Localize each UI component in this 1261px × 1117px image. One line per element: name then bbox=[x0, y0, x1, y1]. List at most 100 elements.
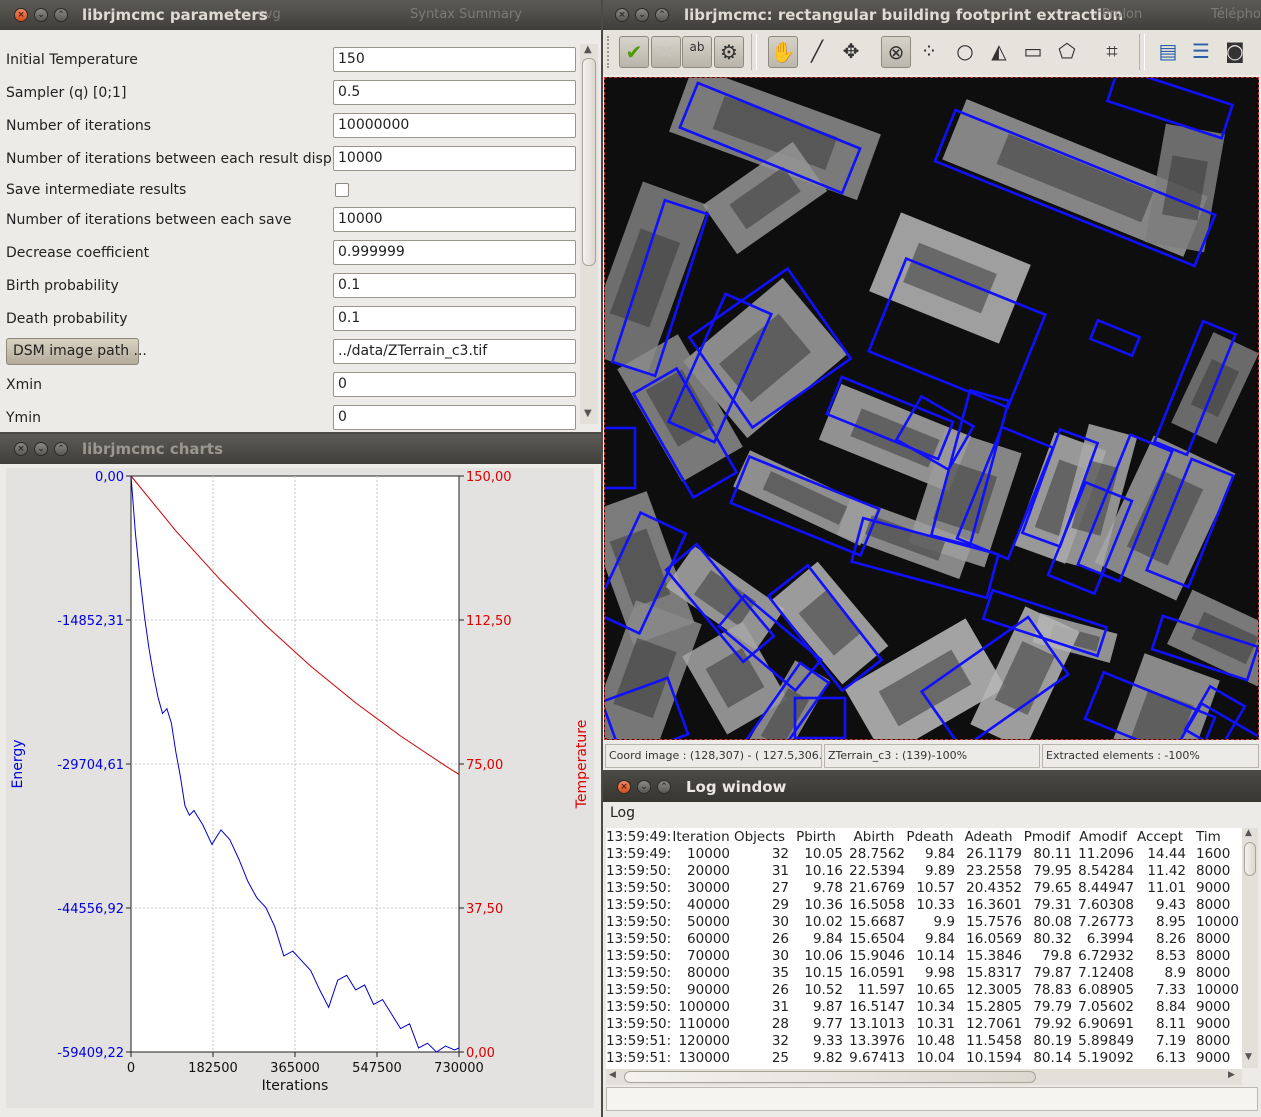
log-cell: 14.44 bbox=[1147, 846, 1186, 862]
log-header-cell: Pbirth bbox=[796, 829, 836, 845]
log-cell: 110000 bbox=[678, 1016, 730, 1032]
log-header-cell: Pdeath bbox=[906, 829, 954, 845]
minimize-button[interactable]: ⌄ bbox=[34, 442, 48, 456]
list-button[interactable]: ☰ bbox=[1186, 36, 1216, 68]
param-input[interactable]: 150 bbox=[333, 47, 576, 72]
mirror-button[interactable]: ◭ bbox=[984, 36, 1014, 68]
param-input[interactable]: 10000 bbox=[333, 146, 576, 171]
log-vscrollbar[interactable]: ▲ ▼ bbox=[1242, 828, 1258, 1068]
param-input[interactable]: 0 bbox=[333, 372, 576, 397]
extracted-footprint bbox=[1076, 432, 1174, 584]
pen-button[interactable]: ╱ bbox=[802, 36, 832, 68]
folder-button[interactable]: ▤ bbox=[1153, 36, 1183, 68]
param-input[interactable]: 0.5 bbox=[333, 80, 576, 105]
log-cell: 10.1594 bbox=[966, 1050, 1022, 1066]
param-row: Number of iterations between each result… bbox=[6, 146, 578, 172]
scroll-up-icon[interactable]: ▲ bbox=[584, 44, 592, 55]
zoom-reset-button[interactable]: ⊗ bbox=[881, 36, 911, 68]
param-input[interactable]: ../data/ZTerrain_c3.tif bbox=[333, 339, 576, 364]
log-cell: 15.7576 bbox=[966, 914, 1022, 930]
log-header-cell: 13:59:49: bbox=[606, 829, 672, 845]
maximize-button[interactable]: ⌃ bbox=[655, 8, 669, 22]
log-menu[interactable]: Log bbox=[610, 805, 636, 821]
log-cell: 15.8317 bbox=[966, 965, 1022, 981]
log-cell: 8000 bbox=[1196, 1033, 1231, 1049]
minimize-button[interactable]: ⌄ bbox=[34, 8, 48, 22]
log-cell: 13:59:50: bbox=[606, 1016, 672, 1032]
extracted-footprint bbox=[1105, 78, 1235, 140]
log-row: 13:59:50: 80000 35 10.15 16.0591 9.98 15.8317 7… bbox=[606, 965, 1242, 982]
param-input[interactable]: 0.999999 bbox=[333, 240, 576, 265]
cancel-button[interactable]: ✕ bbox=[651, 36, 681, 68]
minimize-button[interactable]: ⌄ bbox=[635, 8, 649, 22]
close-button[interactable]: × bbox=[14, 8, 28, 22]
rectangle-button[interactable]: ▭ bbox=[1018, 36, 1048, 68]
log-cell: 6.3994 bbox=[1086, 931, 1134, 947]
log-header-cell: Pmodif bbox=[1023, 829, 1071, 845]
log-row: 13:59:50: 30000 27 9.78 21.6769 10.57 20.4352 7… bbox=[606, 880, 1242, 897]
move-button[interactable]: ✥ bbox=[836, 36, 866, 68]
param-input[interactable]: 0 bbox=[333, 405, 576, 430]
rectangle-icon: ▭ bbox=[1023, 39, 1043, 63]
param-input[interactable]: 0.1 bbox=[333, 273, 576, 298]
params-scrollbar[interactable]: ▲ ▼ bbox=[580, 44, 598, 424]
image-canvas[interactable] bbox=[604, 77, 1259, 740]
maximize-button[interactable]: ⌃ bbox=[54, 8, 68, 22]
scroll-thumb[interactable] bbox=[582, 58, 596, 266]
log-cell: 32 bbox=[771, 846, 789, 862]
courtyard-shadow bbox=[760, 688, 810, 739]
log-cell: 130000 bbox=[678, 1050, 730, 1066]
maximize-button[interactable]: ⌃ bbox=[54, 442, 68, 456]
x-tick-label: 730000 bbox=[434, 1061, 484, 1076]
param-input[interactable]: 0.1 bbox=[333, 306, 576, 331]
param-row: Initial Temperature 150 bbox=[6, 47, 578, 73]
dsm-path-button[interactable]: DSM image path ... bbox=[6, 338, 147, 365]
log-row: 13:59:50: 60000 26 9.84 15.6504 9.84 16.0569 80… bbox=[606, 931, 1242, 948]
toolbar-separator bbox=[1139, 34, 1145, 70]
scroll-thumb[interactable] bbox=[624, 1071, 1036, 1083]
crop-button[interactable]: ⌗ bbox=[1097, 36, 1127, 68]
param-input[interactable]: 10000 bbox=[333, 207, 576, 232]
hand-button[interactable]: ✋ bbox=[768, 36, 798, 68]
maximize-button[interactable]: ⌃ bbox=[657, 780, 671, 794]
scroll-down-icon[interactable]: ▼ bbox=[584, 408, 592, 419]
param-input[interactable]: 10000000 bbox=[333, 113, 576, 138]
camera-button[interactable]: ◙ bbox=[1220, 36, 1250, 68]
log-cell: 28 bbox=[771, 1016, 789, 1032]
minimize-button[interactable]: ⌄ bbox=[637, 780, 651, 794]
x-axis-label: Iterations bbox=[262, 1078, 329, 1094]
close-button[interactable]: × bbox=[617, 780, 631, 794]
log-cell: 31 bbox=[771, 863, 789, 879]
log-cell: 10.04 bbox=[916, 1050, 955, 1066]
save-intermediate-checkbox[interactable] bbox=[335, 183, 349, 197]
scroll-down-icon[interactable]: ▼ bbox=[1245, 1052, 1252, 1062]
log-cell: 29 bbox=[771, 897, 789, 913]
log-input[interactable] bbox=[606, 1087, 1258, 1111]
log-hscrollbar[interactable]: ◀ ▶ bbox=[606, 1069, 1242, 1085]
scroll-right-icon[interactable]: ▶ bbox=[1228, 1070, 1235, 1080]
accept-button[interactable]: ✔ bbox=[619, 36, 649, 68]
scroll-thumb[interactable] bbox=[1244, 842, 1256, 876]
text-button[interactable]: ab bbox=[682, 36, 712, 68]
dots-button[interactable]: ⁘ bbox=[914, 36, 944, 68]
scroll-left-icon[interactable]: ◀ bbox=[609, 1070, 616, 1080]
close-button[interactable]: × bbox=[615, 8, 629, 22]
toolbar-separator bbox=[751, 34, 757, 70]
log-table: 13:59:49: Iteration Objects Pbirth Abirth Pde… bbox=[606, 828, 1242, 1070]
log-row: 13:59:50: 70000 30 10.06 15.9046 10.14 15.3846… bbox=[606, 948, 1242, 965]
log-cell: 9.87 bbox=[812, 999, 843, 1015]
close-button[interactable]: × bbox=[14, 442, 28, 456]
energy-temperature-chart: 0 182500 365000 547500 7300000,00-14852,31-2… bbox=[10, 470, 590, 1094]
courtyard-shadow bbox=[1126, 470, 1204, 566]
log-cell: 5.19092 bbox=[1078, 1050, 1134, 1066]
settings-button[interactable]: ⚙ bbox=[714, 36, 744, 68]
dsm-image[interactable] bbox=[605, 78, 1259, 740]
scroll-up-icon[interactable]: ▲ bbox=[1245, 828, 1252, 838]
log-titlebar: × ⌄ ⌃ Log window bbox=[603, 772, 1261, 802]
dots-icon: ⁘ bbox=[920, 39, 938, 63]
polygon-button[interactable]: ⬠ bbox=[1052, 36, 1082, 68]
extracted-footprint bbox=[793, 696, 847, 739]
circle-button[interactable]: ○ bbox=[950, 36, 980, 68]
log-cell: 10.16 bbox=[804, 863, 843, 879]
param-row: Number of iterations 10000000 bbox=[6, 113, 578, 139]
